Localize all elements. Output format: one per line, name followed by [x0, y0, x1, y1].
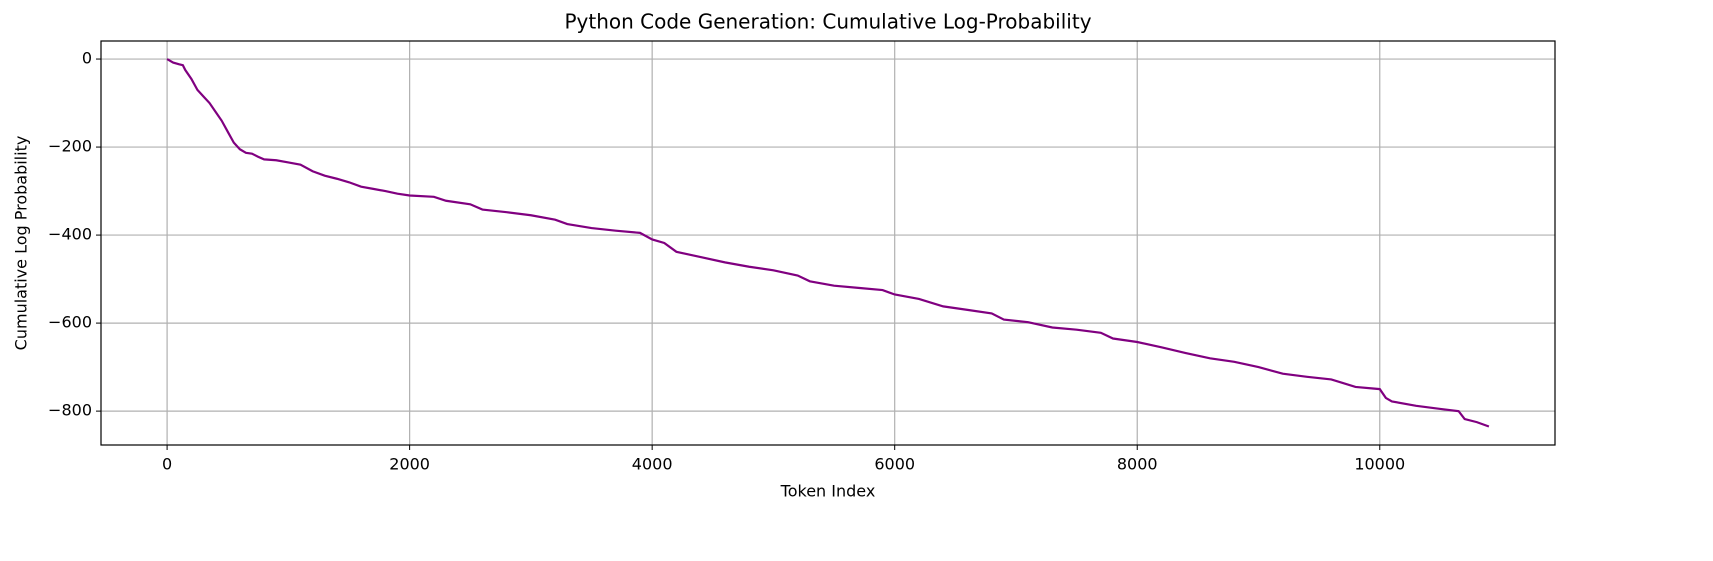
x-tick-label: 0	[162, 455, 172, 474]
y-tick-label: −800	[48, 401, 92, 420]
x-axis-label: Token Index	[780, 482, 876, 501]
x-tick-label: 2000	[389, 455, 430, 474]
y-tick-label: −400	[48, 225, 92, 244]
y-tick-label: −600	[48, 313, 92, 332]
plot-frame	[100, 40, 1556, 446]
y-tick-label: −200	[48, 137, 92, 156]
x-tick-label: 10000	[1354, 455, 1405, 474]
data-line	[166, 58, 1490, 428]
x-tick-label: 6000	[874, 455, 915, 474]
chart-title: Python Code Generation: Cumulative Log-P…	[564, 10, 1091, 34]
x-tick-label: 8000	[1117, 455, 1158, 474]
x-tick-label: 4000	[632, 455, 673, 474]
y-tick-label: 0	[82, 49, 92, 68]
y-axis-label: Cumulative Log Probability	[12, 136, 31, 351]
